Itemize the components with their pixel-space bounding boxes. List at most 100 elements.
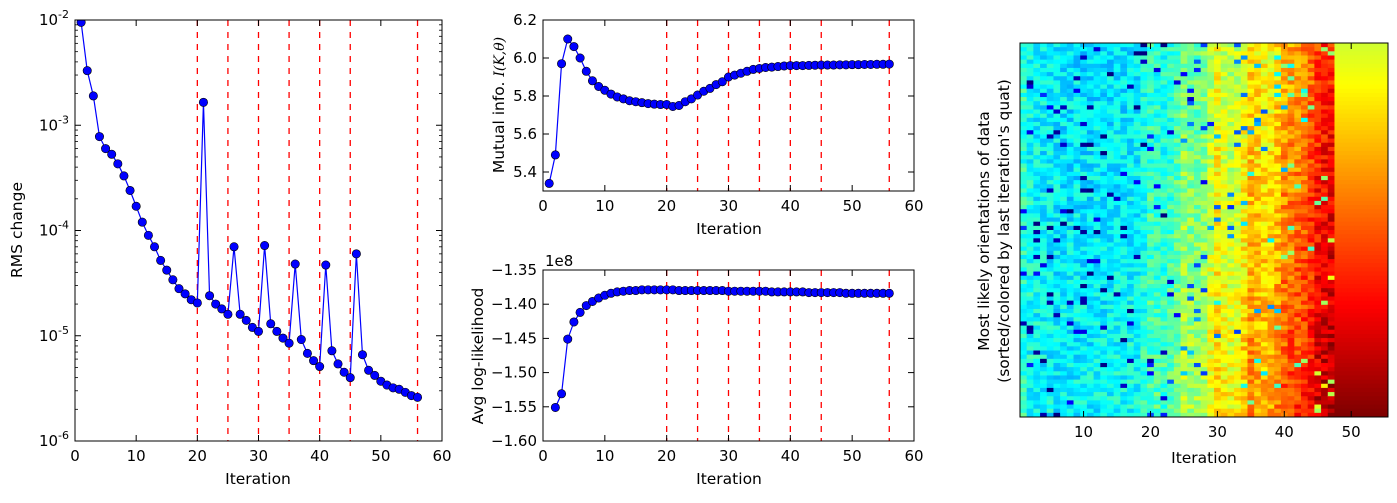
heatmap-cell <box>1201 292 1208 297</box>
heatmap-cell <box>1134 405 1141 410</box>
heatmap-cell <box>1328 247 1335 252</box>
heatmap-cell <box>1020 139 1027 144</box>
heatmap-cell <box>1100 263 1107 268</box>
heatmap-cell <box>1321 263 1328 268</box>
heatmap-cell <box>1087 97 1094 102</box>
heatmap-cell <box>1033 218 1040 223</box>
heatmap-cell <box>1288 180 1295 185</box>
heatmap-cell <box>1281 301 1288 306</box>
heatmap-cell <box>1234 351 1241 356</box>
heatmap-cell <box>1094 255 1101 260</box>
heatmap-cell <box>1100 305 1107 310</box>
heatmap-cell <box>1053 409 1060 414</box>
heatmap-cell <box>1274 43 1281 48</box>
heatmap-cell <box>1328 172 1335 177</box>
heatmap-cell <box>1120 338 1127 343</box>
heatmap-cell <box>1334 363 1341 368</box>
heatmap-cell <box>1194 209 1201 214</box>
heatmap-cell <box>1234 180 1241 185</box>
heatmap-cell <box>1114 55 1121 60</box>
heatmap-cell <box>1174 280 1181 285</box>
heatmap-cell <box>1254 375 1261 380</box>
heatmap-cell <box>1334 159 1341 164</box>
heatmap-cell <box>1348 321 1355 326</box>
heatmap-cell <box>1194 159 1201 164</box>
heatmap-cell <box>1094 147 1101 152</box>
heatmap-cell <box>1060 109 1067 114</box>
heatmap-cell <box>1027 47 1034 52</box>
heatmap-cell <box>1294 72 1301 77</box>
heatmap-cell <box>1187 405 1194 410</box>
heatmap-cell <box>1254 288 1261 293</box>
heatmap-cell <box>1234 218 1241 223</box>
heatmap-cell <box>1107 359 1114 364</box>
heatmap-cell <box>1087 330 1094 335</box>
heatmap-cell <box>1328 164 1335 169</box>
heatmap-cell <box>1194 226 1201 231</box>
heatmap-cell <box>1161 222 1168 227</box>
heatmap-cell <box>1227 280 1234 285</box>
heatmap-cell <box>1288 97 1295 102</box>
heatmap-cell <box>1334 296 1341 301</box>
heatmap-cell <box>1341 334 1348 339</box>
heatmap-cell <box>1181 392 1188 397</box>
heatmap-cell <box>1334 197 1341 202</box>
heatmap-cell <box>1254 155 1261 160</box>
heatmap-cell <box>1094 222 1101 227</box>
heatmap-cell <box>1341 400 1348 405</box>
heatmap-cell <box>1134 259 1141 264</box>
heatmap-cell <box>1308 55 1315 60</box>
heatmap-cell <box>1033 380 1040 385</box>
heatmap-cell <box>1288 168 1295 173</box>
heatmap-cell <box>1348 218 1355 223</box>
heatmap-cell <box>1214 392 1221 397</box>
heatmap-cell <box>1227 218 1234 223</box>
heatmap-cell <box>1053 164 1060 169</box>
heatmap-cell <box>1201 184 1208 189</box>
heatmap-cell <box>1187 72 1194 77</box>
heatmap-cell <box>1348 405 1355 410</box>
heatmap-cell <box>1221 375 1228 380</box>
heatmap-cell <box>1221 396 1228 401</box>
heatmap-cell <box>1328 218 1335 223</box>
heatmap-cell <box>1033 255 1040 260</box>
heatmap-cell <box>1281 313 1288 318</box>
heatmap-cell <box>1094 55 1101 60</box>
heatmap-cell <box>1241 338 1248 343</box>
heatmap-cell <box>1147 114 1154 119</box>
heatmap-cell <box>1261 184 1268 189</box>
heatmap-cell <box>1214 276 1221 281</box>
heatmap-cell <box>1321 213 1328 218</box>
heatmap-cell <box>1033 400 1040 405</box>
heatmap-cell <box>1100 64 1107 69</box>
heatmap-cell <box>1140 251 1147 256</box>
heatmap-cell <box>1067 267 1074 272</box>
heatmap-cell <box>1194 193 1201 198</box>
heatmap-cell <box>1080 267 1087 272</box>
heatmap-cell <box>1241 272 1248 277</box>
heatmap-cell <box>1341 130 1348 135</box>
heatmap-cell <box>1154 326 1161 331</box>
data-point <box>564 35 572 43</box>
heatmap-cell <box>1207 238 1214 243</box>
heatmap-cell <box>1074 292 1081 297</box>
heatmap-cell <box>1355 326 1362 331</box>
heatmap-cell <box>1127 234 1134 239</box>
heatmap-cell <box>1107 151 1114 156</box>
heatmap-cell <box>1053 251 1060 256</box>
heatmap-cell <box>1261 284 1268 289</box>
heatmap-cell <box>1227 118 1234 123</box>
heatmap-cell <box>1114 193 1121 198</box>
heatmap-cell <box>1053 168 1060 173</box>
heatmap-cell <box>1241 76 1248 81</box>
heatmap-cell <box>1033 139 1040 144</box>
heatmap-cell <box>1294 313 1301 318</box>
heatmap-cell <box>1328 155 1335 160</box>
heatmap-cell <box>1355 280 1362 285</box>
heatmap-cell <box>1047 85 1054 90</box>
heatmap-cell <box>1107 263 1114 268</box>
heatmap-cell <box>1147 97 1154 102</box>
heatmap-cell <box>1207 43 1214 48</box>
heatmap-cell <box>1301 109 1308 114</box>
heatmap-cell <box>1127 176 1134 181</box>
